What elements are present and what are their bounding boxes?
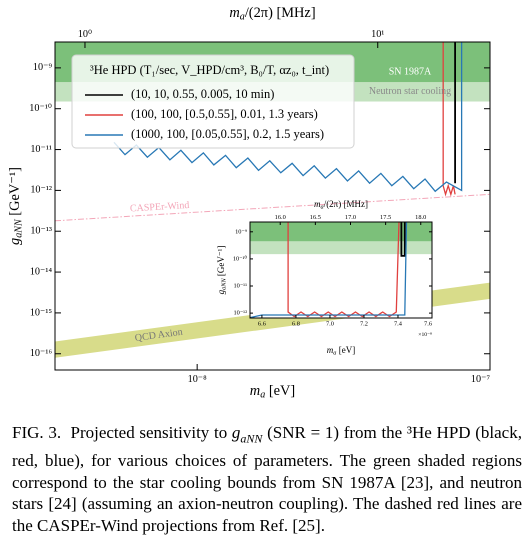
axis-label-subscript: aNN [14,218,25,238]
x2-tick-label: 10⁰ [78,29,92,40]
region-label: Neutron star cooling [369,86,451,97]
y-tick-label: 10⁻¹⁴ [30,266,53,277]
y-tick-label: 10⁻⁹ [235,228,248,235]
axis-label-symbol: m [314,199,321,209]
projection-line [55,193,490,222]
y-tick-label: 10⁻¹³ [30,226,52,237]
axis-label-unit: /(2π) [MHz] [324,199,368,209]
x-tick-label: 10⁻⁸ [188,374,208,385]
legend-label: (100, 100, [0.5,0.55], 0.01, 1.3 years) [131,107,318,121]
axis-label-subscript: a [321,204,324,211]
caption-text: Projected sensitivity to [70,423,232,442]
y-tick-label: 10⁻¹⁰ [29,103,52,114]
y-tick-label: 10⁻¹¹ [233,282,247,289]
plot-area [250,222,432,318]
caption-label: FIG. 3. [12,423,62,442]
bound-region [250,222,432,242]
y-tick-label: 10⁻¹¹ [30,144,52,155]
x2-tick-label: 16.5 [310,214,321,221]
x-tick-label: 7.6 [424,320,432,327]
legend-box [71,54,355,149]
axis-label-symbol: g [216,289,226,294]
x-tick-label: 7.4 [394,320,403,327]
axis-label-symbol: m [327,345,334,355]
region-label: SN 1987A [389,66,432,77]
y-tick-label: 10⁻¹⁰ [233,255,248,262]
axis-label-subscript: a [240,12,245,23]
axis-label-unit: [GeV⁻¹] [216,246,226,279]
sensitivity-line [287,222,400,318]
y-tick-label: 10⁻¹² [30,185,52,196]
sensitivity-line [400,222,406,257]
axis-label: gaNN [GeV⁻¹] [7,167,25,245]
x2-tick-label: 18.0 [415,214,426,221]
x-multiplier: ×10⁻⁸ [418,332,432,338]
axis-label-unit: [GeV⁻¹] [7,167,23,219]
x-tick-label: 7.2 [360,320,368,327]
axis-label-unit: /(2π) [MHz] [245,5,316,21]
axis-label-symbol: m [250,383,260,399]
x2-tick-label: 10¹ [371,29,384,40]
axis-label-symbol: g [7,238,23,245]
axis-label: gaNN [GeV⁻¹] [216,246,228,295]
axis-label: ma/(2π) [MHz] [314,199,368,211]
legend-label: (10, 10, 0.55, 0.005, 10 min) [131,87,274,101]
legend-label: (1000, 100, [0.05,0.55], 0.2, 1.5 years) [131,127,324,141]
x-tick-label: 10⁻⁷ [471,374,491,385]
legend-title: ³He HPD (T₁/sec, V_HPD/cm³, B₀/T, αz₀, t… [90,63,329,77]
y-tick-label: 10⁻¹⁶ [30,348,53,359]
axis-label-symbol: m [229,5,239,21]
legend: ³He HPD (T₁/sec, V_HPD/cm³, B₀/T, αz₀, t… [71,54,355,149]
caption-text: (SNR = 1) from the ³He HPD (black, red, … [12,423,522,535]
sensitivity-line [250,222,408,318]
x-tick-label: 6.8 [292,320,300,327]
y-tick-label: 10⁻⁹ [33,62,53,73]
axis-label-subscript: a [333,350,336,357]
x2-tick-label: 16.0 [275,214,286,221]
axis-label-unit: [eV] [336,345,355,355]
axis-label: ma [eV] [250,383,295,401]
projection-label: CASPEr-Wind [130,200,190,215]
y-tick-label: 10⁻¹² [233,310,247,317]
x2-tick-label: 17.0 [345,214,356,221]
caption-subscript: aNN [240,431,263,446]
axis-label-unit: [eV] [265,383,295,399]
x-tick-label: 6.6 [258,320,266,327]
axis-label: ma [eV] [327,345,355,357]
figure-caption: FIG. 3. Projected sensitivity to gaNN (S… [12,422,522,536]
axes: 10⁻⁹ 10⁻¹⁰ 10⁻¹¹ 10⁻¹² 6.6 6.8 7.0 7.2 7.4 7.6 16.… [216,199,433,357]
sensitivity-line [113,42,463,193]
axis-label-subscript: a [260,390,265,401]
caption-symbol: g [231,423,241,442]
x2-tick-label: 17.5 [380,214,391,221]
axes-frame [54,41,491,371]
axis-label-subscript: aNN [221,278,228,290]
y-tick-label: 10⁻¹⁵ [30,307,53,318]
x-tick-label: 7.0 [326,320,334,327]
axes-frame [249,221,433,319]
axis-label: ma/(2π) [MHz] [229,5,315,23]
